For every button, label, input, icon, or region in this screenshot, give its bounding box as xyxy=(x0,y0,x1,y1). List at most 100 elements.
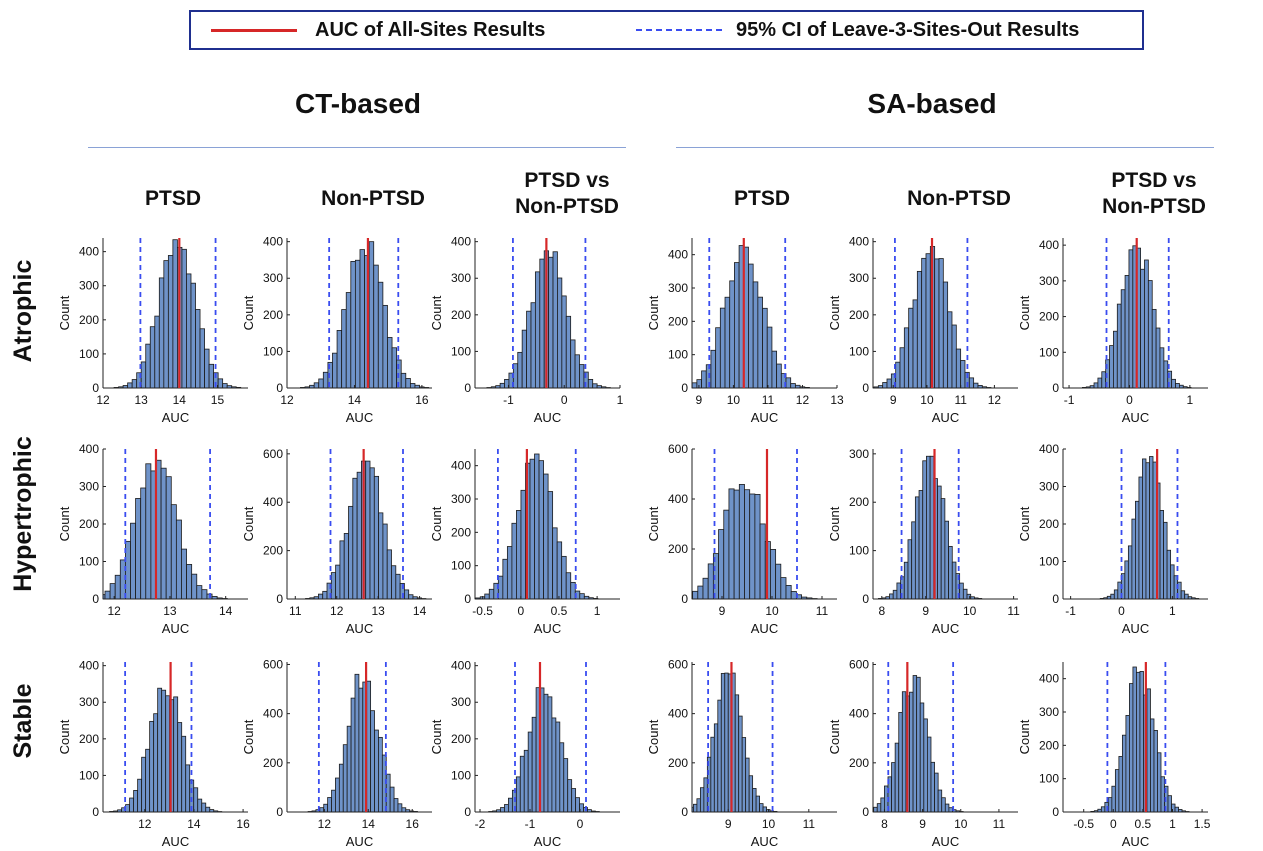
x-tick-label: 9 xyxy=(725,817,732,831)
histogram-bar xyxy=(926,455,931,600)
histogram-bar xyxy=(512,363,519,389)
y-tick-label: 100 xyxy=(1039,772,1059,786)
y-tick-label: 100 xyxy=(79,347,99,361)
histogram-bar xyxy=(938,258,944,389)
y-tick-label: 300 xyxy=(451,492,471,506)
histogram-bar xyxy=(173,696,179,813)
y-tick-label: 0 xyxy=(681,592,688,606)
x-axis-label: AUC xyxy=(162,410,189,425)
histogram-bar xyxy=(759,803,764,813)
histogram-bar xyxy=(1155,327,1161,389)
x-tick-label: 8 xyxy=(881,817,888,831)
histogram-bar xyxy=(217,378,224,389)
histogram-bar xyxy=(1149,456,1154,600)
histogram-panel: 0 200 400 600 9 10 11 AUC Count xyxy=(646,442,837,636)
histogram-bar xyxy=(565,572,572,600)
y-tick-label: 0 xyxy=(92,805,99,819)
histogram-bar xyxy=(157,687,163,813)
x-axis-label: AUC xyxy=(1122,834,1149,849)
histogram-bar xyxy=(530,302,536,389)
histogram-bar xyxy=(754,494,761,600)
histogram-bar xyxy=(889,593,894,600)
histogram-bar xyxy=(1139,671,1144,813)
histogram-bar xyxy=(1145,462,1150,600)
histogram-bar xyxy=(181,735,187,813)
histogram-bar xyxy=(393,798,399,813)
x-axis-label: AUC xyxy=(751,834,778,849)
x-tick-label: 13 xyxy=(163,604,177,618)
histogram-bar xyxy=(140,361,147,389)
histogram-bar xyxy=(190,282,196,389)
y-tick-label: 100 xyxy=(79,768,99,782)
x-tick-label: 12 xyxy=(988,393,1002,407)
histogram-bar xyxy=(1125,715,1130,813)
histogram-bar xyxy=(543,473,549,600)
histogram-bar xyxy=(692,590,699,600)
legend-auc-label: AUC of All-Sites Results xyxy=(315,19,546,41)
x-tick-label: 11 xyxy=(803,817,816,831)
x-tick-label: 11 xyxy=(993,817,1006,831)
histogram-bar xyxy=(941,797,946,813)
histogram-bar xyxy=(1135,500,1140,600)
col-title-text: PTSD xyxy=(144,187,201,210)
x-tick-label: 0 xyxy=(1110,817,1117,831)
histogram-bar xyxy=(343,533,349,600)
histogram-bar xyxy=(548,256,554,389)
histogram-bar xyxy=(488,588,495,600)
histogram-bar xyxy=(734,694,740,813)
histogram-bar xyxy=(131,379,138,389)
histogram-bar xyxy=(186,564,193,600)
histogram-panel: 0 200 400 600 12 14 16 AUC Count xyxy=(241,657,432,849)
histogram-bar xyxy=(757,296,763,389)
histogram-bar xyxy=(397,803,403,813)
histogram-panel: 0 100 200 300 400 12 14 16 AUC Count xyxy=(57,659,250,849)
col-title-line2: Non-PTSD xyxy=(1102,195,1206,218)
histogram-bar xyxy=(319,807,325,813)
x-axis-label: AUC xyxy=(751,621,778,636)
histogram-bar xyxy=(196,585,203,600)
histogram-bar xyxy=(1124,275,1130,389)
histogram-bar xyxy=(892,589,898,600)
histogram-bar xyxy=(358,687,364,813)
legend-auc-line xyxy=(211,29,297,32)
histogram-bar xyxy=(948,807,953,813)
histogram-bar xyxy=(135,498,142,600)
histogram-bar xyxy=(579,364,585,389)
histogram-bar xyxy=(771,350,778,389)
histogram-bar xyxy=(114,574,121,600)
histogram-bar xyxy=(391,565,397,600)
histogram-bar xyxy=(951,324,957,389)
histogram-bar xyxy=(1132,666,1137,813)
histogram-bar xyxy=(1180,590,1186,600)
histogram-bar xyxy=(715,327,721,389)
histogram-bar xyxy=(556,541,563,600)
histogram-bar xyxy=(759,523,766,600)
histogram-bar xyxy=(127,382,133,389)
y-tick-label: 100 xyxy=(668,348,688,362)
histogram-bar xyxy=(400,372,407,389)
histogram-bar xyxy=(186,273,192,389)
y-axis-label: Count xyxy=(429,506,444,541)
x-axis-label: AUC xyxy=(932,621,959,636)
x-tick-label: 10 xyxy=(762,817,776,831)
histogram-bar xyxy=(748,775,754,813)
histogram-bar xyxy=(515,776,521,813)
histogram-bar xyxy=(691,382,698,389)
x-tick-label: 10 xyxy=(765,604,779,618)
histogram-panel: 0 100 200 300 400 12 13 14 AUC Count xyxy=(57,442,248,636)
histogram-bar xyxy=(724,296,731,389)
y-axis-label: Count xyxy=(429,295,444,330)
x-axis-label: AUC xyxy=(346,410,373,425)
y-tick-label: 0 xyxy=(1052,381,1059,395)
histogram-bar xyxy=(923,718,928,813)
x-tick-label: 16 xyxy=(236,817,250,831)
histogram-bar xyxy=(752,281,759,389)
histogram-bar xyxy=(1163,360,1169,389)
histogram-bar xyxy=(934,772,939,813)
histogram-bar xyxy=(1101,371,1107,389)
histogram-bar xyxy=(199,328,205,389)
histogram-bar xyxy=(1109,345,1114,389)
histogram-bar xyxy=(370,710,375,813)
